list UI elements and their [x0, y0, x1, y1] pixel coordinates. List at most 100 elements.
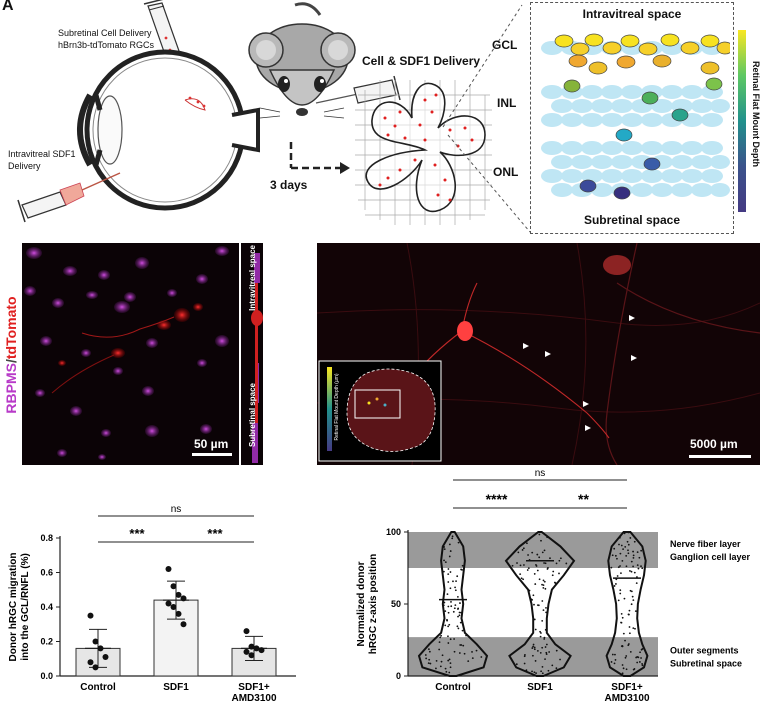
data-point	[620, 572, 622, 575]
data-point	[534, 660, 537, 662]
data-point	[545, 653, 548, 656]
data-point	[623, 532, 626, 535]
data-point	[622, 548, 624, 551]
significance-label: ***	[129, 526, 145, 541]
data-point	[547, 669, 550, 672]
data-point	[447, 573, 450, 576]
data-point	[522, 578, 525, 581]
data-point	[461, 629, 464, 632]
intravitreal-syringe-icon	[17, 172, 121, 223]
data-point	[448, 658, 451, 661]
data-point	[538, 533, 541, 536]
data-point	[632, 556, 635, 559]
data-point	[439, 665, 442, 668]
data-point	[449, 571, 452, 573]
data-point	[458, 611, 461, 614]
data-point	[619, 589, 622, 592]
data-point	[617, 566, 620, 569]
data-point	[511, 564, 514, 567]
data-point	[447, 642, 450, 644]
data-point	[458, 652, 461, 654]
data-point	[613, 662, 616, 665]
data-point	[541, 600, 544, 602]
data-point	[558, 559, 561, 562]
data-point	[543, 580, 546, 583]
data-point	[454, 589, 457, 592]
data-point	[625, 668, 628, 671]
data-point	[457, 615, 459, 618]
data-point	[636, 564, 639, 567]
data-point	[620, 544, 623, 547]
gcl-label: GCL	[492, 38, 518, 52]
data-point	[425, 657, 428, 660]
data-point	[519, 564, 522, 567]
data-point	[630, 570, 633, 573]
data-point	[532, 594, 535, 597]
data-point	[555, 649, 558, 652]
data-point	[526, 569, 529, 571]
data-point	[544, 562, 547, 565]
data-point	[92, 664, 99, 671]
data-point	[627, 531, 630, 534]
data-point	[625, 655, 628, 657]
x-tick-label: SDF1	[527, 682, 553, 693]
data-point	[535, 672, 537, 675]
data-point	[636, 656, 639, 658]
significance-label: ***	[207, 526, 223, 541]
data-point	[438, 648, 441, 651]
data-point	[635, 582, 638, 585]
data-point	[446, 619, 448, 622]
significance-label: ns	[535, 468, 546, 479]
data-point	[629, 537, 632, 539]
data-point	[628, 632, 631, 635]
data-point	[449, 666, 452, 669]
data-point	[541, 646, 544, 649]
y-axis-label: Normalized donorhRGC z-axis position	[356, 554, 379, 655]
mouse-icon	[248, 2, 356, 119]
data-point	[449, 638, 452, 641]
data-point	[614, 653, 616, 656]
data-point	[536, 553, 539, 556]
data-point	[552, 570, 555, 573]
data-point	[449, 587, 452, 590]
data-point	[638, 661, 641, 663]
data-point	[520, 577, 523, 580]
data-point	[528, 589, 531, 592]
data-point	[453, 607, 456, 610]
data-point	[541, 551, 544, 554]
data-point	[444, 667, 447, 670]
significance-label: ****	[486, 491, 508, 507]
data-point	[453, 638, 455, 640]
data-point	[614, 554, 617, 557]
data-point	[640, 549, 643, 552]
x-tick-label: AMD3100	[604, 693, 649, 703]
data-point	[548, 651, 551, 653]
data-point	[457, 608, 459, 610]
panel-c-scalebar-label: 5000 µm	[690, 437, 738, 451]
data-point	[448, 623, 451, 626]
data-point	[626, 540, 629, 543]
data-point	[621, 664, 624, 666]
data-point	[446, 593, 449, 596]
data-point	[627, 613, 630, 616]
data-point	[453, 650, 456, 653]
data-point	[641, 664, 644, 667]
y-axis-label-line2: hRGC z-axis position	[368, 554, 379, 655]
data-point	[448, 543, 451, 546]
data-point	[622, 632, 625, 635]
data-point	[92, 638, 99, 645]
data-point	[620, 645, 623, 648]
stain-label: RBPMS/tdTomato	[0, 250, 22, 460]
data-point	[551, 664, 554, 667]
data-point	[540, 632, 542, 634]
panel-b-micrograph: Intravitreal space Subretinal space 50 µ…	[22, 243, 263, 465]
data-point	[545, 651, 548, 654]
days-label: 3 days	[270, 178, 308, 192]
data-point	[624, 656, 627, 659]
y-axis-label-line2: into the GCL/RNFL (%)	[20, 553, 31, 661]
data-point	[627, 543, 630, 546]
panel-b-scalebar-label: 50 µm	[194, 437, 229, 451]
data-point	[544, 587, 547, 590]
data-point	[447, 659, 450, 662]
violin	[417, 531, 489, 677]
